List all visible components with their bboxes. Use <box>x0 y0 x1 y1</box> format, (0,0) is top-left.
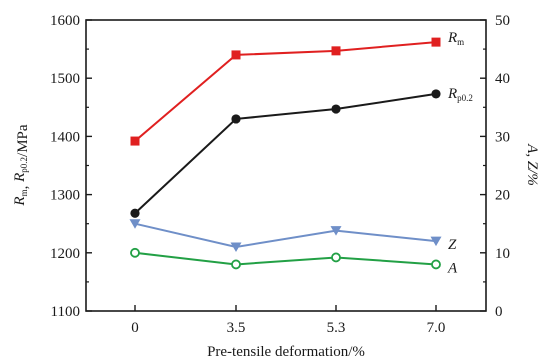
series-label-Rp02: Rp0.2 <box>447 86 473 103</box>
left-y-tick-label: 1200 <box>50 246 80 262</box>
right-y-tick-label: 40 <box>495 71 510 87</box>
x-tick-label: 5.3 <box>327 320 346 336</box>
marker-A <box>431 259 441 270</box>
left-y-tick-label: 1400 <box>50 129 80 145</box>
right-y-tick-label: 10 <box>495 246 510 262</box>
series-line-Rp02 <box>134 92 437 214</box>
marker-Z <box>330 226 342 236</box>
marker-A <box>331 252 341 263</box>
series-line-Z <box>134 222 437 248</box>
series-line-A <box>134 251 437 266</box>
left-y-tick-label: 1300 <box>50 188 80 204</box>
marker-A <box>231 259 241 270</box>
marker-Rp02 <box>431 89 441 99</box>
right-y-tick-label: 30 <box>495 129 510 145</box>
left-y-tick-label: 1100 <box>51 304 80 320</box>
x-axis-title: Pre-tensile deformation/% <box>207 344 365 360</box>
marker-Z <box>430 236 442 247</box>
marker-Rm <box>130 136 140 146</box>
marker-Rp02 <box>231 114 241 124</box>
series-label-Rm: Rm <box>447 30 464 47</box>
right-y-tick-label: 20 <box>495 188 510 204</box>
marker-Rp02 <box>130 208 140 218</box>
marker-Z <box>129 219 141 229</box>
marker-Rp02 <box>331 104 341 114</box>
series-label-A: A <box>447 260 458 276</box>
marker-Z <box>230 242 242 252</box>
right-y-axis-title: A, Z/% <box>524 143 540 186</box>
right-y-tick-label: 0 <box>495 304 503 320</box>
axis-ticks: 1100 1200 1300 1400 1500 1600 0 10 20 30 40 50 0 3.5 5… <box>50 13 510 336</box>
left-y-tick-label: 1500 <box>50 71 80 87</box>
plot-frame <box>85 19 487 312</box>
x-tick-label: 3.5 <box>227 320 246 336</box>
marker-Rm <box>331 46 341 56</box>
right-y-tick-label: 50 <box>495 13 510 29</box>
series-layer <box>129 37 442 270</box>
x-tick-label: 0 <box>131 320 139 336</box>
left-y-tick-label: 1600 <box>50 13 80 29</box>
series-labels: Rm Rp0.2 ZA <box>447 30 473 276</box>
left-y-axis-title: Rm, Rp0.2/MPa <box>12 124 31 206</box>
marker-Rm <box>431 37 441 47</box>
x-tick-label: 7.0 <box>427 320 446 336</box>
series-line-Rm <box>134 41 437 142</box>
marker-A <box>130 247 140 258</box>
series-label-Z: Z <box>448 237 457 253</box>
marker-Rm <box>231 50 241 60</box>
